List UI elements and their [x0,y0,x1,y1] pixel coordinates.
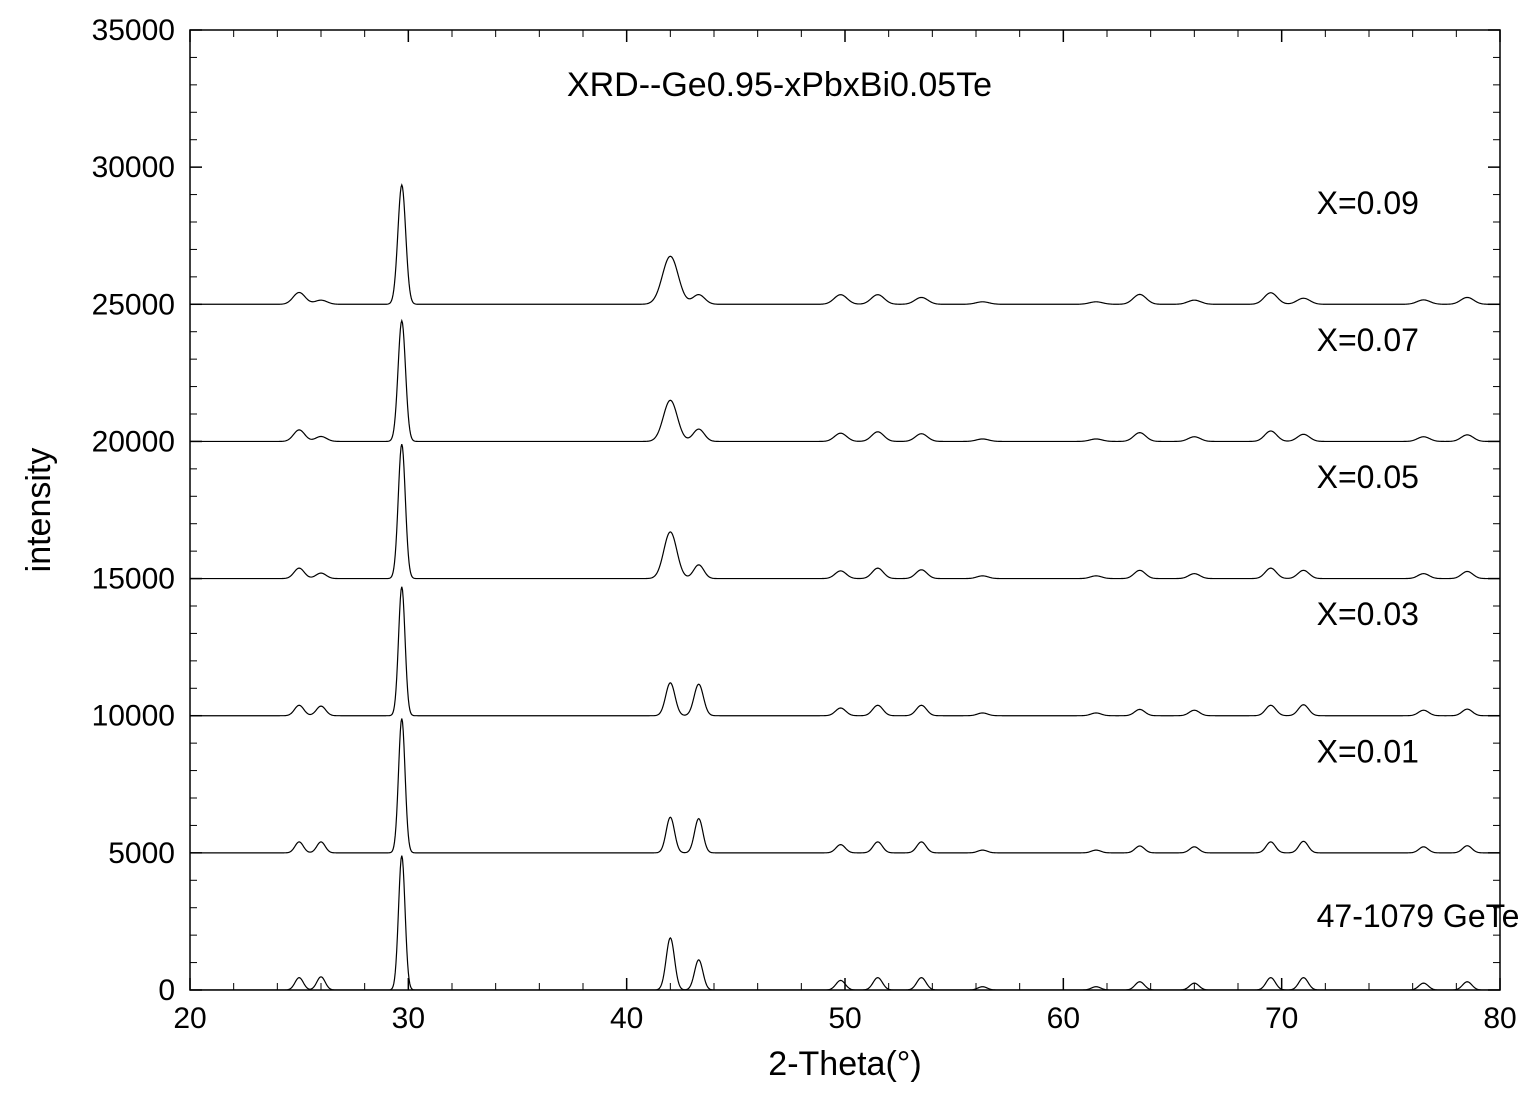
x-tick-label: 80 [1483,1002,1516,1035]
x-axis-label: 2-Theta(°) [768,1045,921,1083]
chart-svg: 20 30 40 50 60 70 80 0 5000 10000 15000 20000 25000 3… [0,0,1540,1119]
x-tick-label: 20 [173,1002,206,1035]
x-tick-label: 50 [828,1002,861,1035]
x-tick-label: 40 [610,1002,643,1035]
x-tick-label: 70 [1265,1002,1298,1035]
y-tick-label: 5000 [108,837,175,870]
y-tick-label: 25000 [92,288,175,321]
series-label: X=0.03 [1317,596,1419,632]
y-axis-label: intensity [20,448,58,573]
y-tick-label: 0 [158,974,175,1007]
series-label: X=0.01 [1317,733,1419,769]
y-tick-label: 15000 [92,563,175,596]
series-label: X=0.09 [1317,185,1419,221]
series-label: X=0.07 [1317,322,1419,358]
chart-title: XRD--Ge0.95-xPbxBi0.05Te [567,66,992,104]
x-tick-label: 30 [392,1002,425,1035]
y-tick-label: 35000 [92,14,175,47]
xrd-chart: 20 30 40 50 60 70 80 0 5000 10000 15000 20000 25000 3… [0,0,1540,1119]
series-label: 47-1079 GeTe [1317,898,1520,934]
series-label: X=0.05 [1317,459,1419,495]
x-tick-label: 60 [1047,1002,1080,1035]
y-tick-label: 10000 [92,700,175,733]
y-tick-label: 20000 [92,425,175,458]
y-tick-label: 30000 [92,151,175,184]
